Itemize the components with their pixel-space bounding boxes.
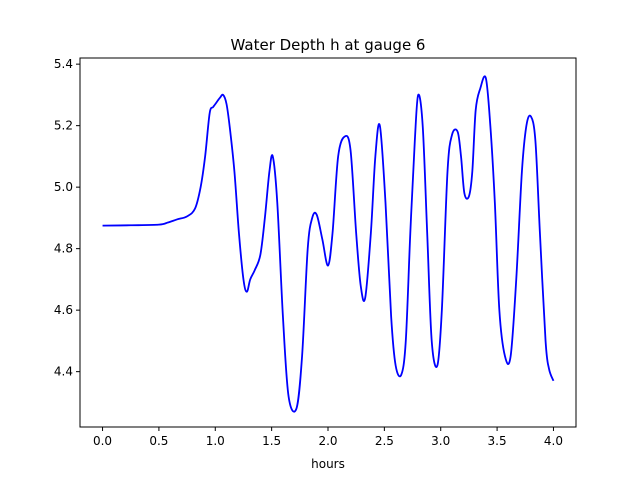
series-line [102,75,555,413]
plot-frame [79,57,577,428]
x-tick-label: 3.5 [488,434,507,448]
y-tick-label: 4.6 [54,303,73,317]
series-layer [102,75,555,413]
x-axis-label: hours [311,457,345,471]
y-tick-label: 4.8 [54,242,73,256]
y-axis: 4.4 4.6 4.8 5.0 5.2 5.4 [54,57,80,379]
x-tick-label: 0.0 [93,434,112,448]
x-tick-label: 4.0 [544,434,563,448]
x-axis: 0.0 0.5 1.0 1.5 2.0 2.5 3.0 3.5 4.0 [93,427,563,448]
y-tick-label: 5.4 [54,57,73,71]
y-tick-label: 5.0 [54,180,73,194]
x-tick-label: 3.0 [431,434,450,448]
x-tick-label: 0.5 [149,434,168,448]
x-tick-label: 2.5 [375,434,394,448]
y-tick-label: 4.4 [54,365,73,379]
y-tick-label: 5.2 [54,119,73,133]
chart-title: Water Depth h at gauge 6 [231,36,426,54]
x-tick-label: 1.0 [206,434,225,448]
x-tick-label: 2.0 [318,434,337,448]
x-tick-label: 1.5 [262,434,281,448]
